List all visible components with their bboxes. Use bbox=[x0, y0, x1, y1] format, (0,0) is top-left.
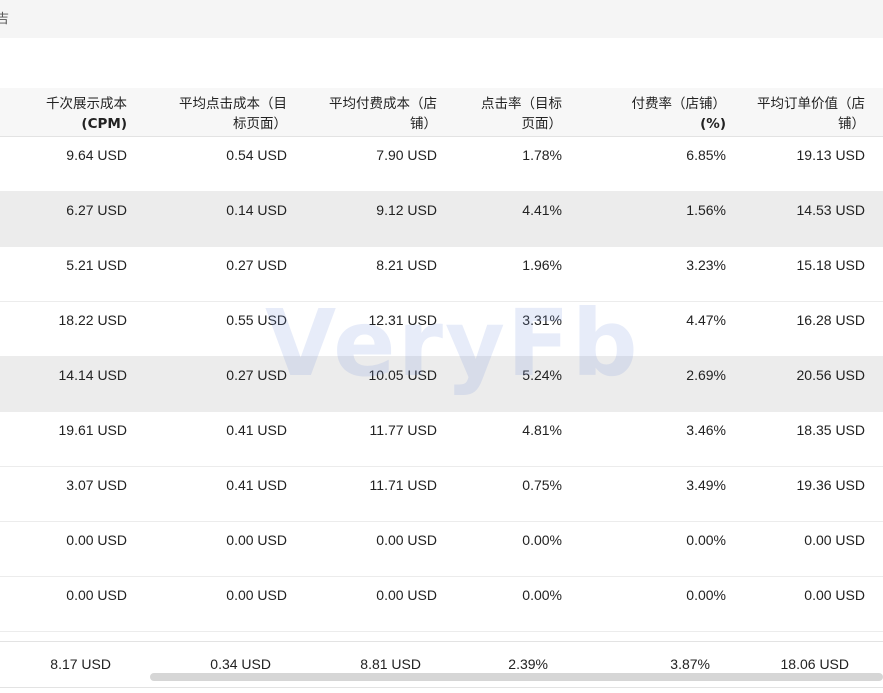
cell-ctr: 4.81% bbox=[447, 411, 576, 467]
cell-avg-cost-per-purchase: 8.21 USD bbox=[299, 246, 447, 302]
table-header-row: 千次展示成本 (CPM) 平均点击成本（目 标页面） 平均付费成本（店 铺） 点… bbox=[0, 88, 883, 137]
cell-purchase-rate: 3.23% bbox=[576, 246, 738, 302]
cell-avg-cost-per-purchase: 12.31 USD bbox=[299, 301, 447, 357]
table-row[interactable]: 0.00 USD 0.00 USD 0.00 USD 0.00% 0.00% 0… bbox=[0, 521, 883, 577]
header-label-sub: (%) bbox=[700, 116, 726, 132]
header-label: 付费率（店铺） bbox=[631, 96, 727, 112]
cell-purchase-rate: 1.56% bbox=[576, 191, 738, 247]
total-cpm: 8.17 USD bbox=[0, 640, 137, 688]
cell-purchase-rate: 2.69% bbox=[576, 356, 738, 412]
cell-avg-cost-per-purchase: 11.71 USD bbox=[299, 466, 447, 522]
cell-aov: 0.00 USD bbox=[738, 576, 883, 632]
cell-ctr: 4.41% bbox=[447, 191, 576, 247]
spacer-row bbox=[0, 631, 883, 641]
cell-aov: 14.53 USD bbox=[738, 191, 883, 247]
cell-purchase-rate: 3.46% bbox=[576, 411, 738, 467]
cell-avg-cpc: 0.55 USD bbox=[137, 301, 299, 357]
cell-avg-cpc: 0.00 USD bbox=[137, 576, 299, 632]
cell-cpm: 0.00 USD bbox=[0, 576, 137, 632]
cell-ctr: 5.24% bbox=[447, 356, 576, 412]
header-label: 平均订单价值（店 bbox=[757, 96, 865, 112]
column-header-avg-cost-per-purchase[interactable]: 平均付费成本（店 铺） bbox=[299, 88, 447, 137]
header-label: 点击率（目标 bbox=[481, 96, 562, 112]
metrics-table-container: 千次展示成本 (CPM) 平均点击成本（目 标页面） 平均付费成本（店 铺） 点… bbox=[0, 88, 883, 693]
cell-cpm: 9.64 USD bbox=[0, 136, 137, 192]
cell-purchase-rate: 0.00% bbox=[576, 576, 738, 632]
cell-ctr: 0.00% bbox=[447, 521, 576, 577]
cell-avg-cost-per-purchase: 11.77 USD bbox=[299, 411, 447, 467]
cell-cpm: 18.22 USD bbox=[0, 301, 137, 357]
cell-aov: 15.18 USD bbox=[738, 246, 883, 302]
column-header-cpm[interactable]: 千次展示成本 (CPM) bbox=[0, 88, 137, 137]
cell-avg-cpc: 0.41 USD bbox=[137, 411, 299, 467]
cell-purchase-rate: 3.49% bbox=[576, 466, 738, 522]
header-label-sub: 铺） bbox=[410, 116, 437, 132]
cell-avg-cost-per-purchase: 0.00 USD bbox=[299, 576, 447, 632]
header-label-sub: (CPM) bbox=[81, 116, 127, 132]
table-row[interactable]: 3.07 USD 0.41 USD 11.71 USD 0.75% 3.49% … bbox=[0, 466, 883, 522]
cell-avg-cpc: 0.00 USD bbox=[137, 521, 299, 577]
metrics-table: 千次展示成本 (CPM) 平均点击成本（目 标页面） 平均付费成本（店 铺） 点… bbox=[0, 88, 883, 688]
table-row[interactable]: 19.61 USD 0.41 USD 11.77 USD 4.81% 3.46%… bbox=[0, 411, 883, 467]
cell-avg-cost-per-purchase: 9.12 USD bbox=[299, 191, 447, 247]
cell-ctr: 3.31% bbox=[447, 301, 576, 357]
cell-aov: 19.13 USD bbox=[738, 136, 883, 192]
cell-aov: 0.00 USD bbox=[738, 521, 883, 577]
cell-aov: 20.56 USD bbox=[738, 356, 883, 412]
cell-cpm: 0.00 USD bbox=[0, 521, 137, 577]
cell-ctr: 1.96% bbox=[447, 246, 576, 302]
header-label-sub: 页面） bbox=[521, 116, 563, 132]
cell-avg-cpc: 0.27 USD bbox=[137, 356, 299, 412]
cell-cpm: 5.21 USD bbox=[0, 246, 137, 302]
cell-cpm: 6.27 USD bbox=[0, 191, 137, 247]
cell-cpm: 14.14 USD bbox=[0, 356, 137, 412]
cell-ctr: 1.78% bbox=[447, 136, 576, 192]
table-row[interactable]: 5.21 USD 0.27 USD 8.21 USD 1.96% 3.23% 1… bbox=[0, 246, 883, 302]
table-row[interactable]: 18.22 USD 0.55 USD 12.31 USD 3.31% 4.47%… bbox=[0, 301, 883, 357]
header-label-sub: 铺） bbox=[838, 116, 865, 132]
cell-avg-cost-per-purchase: 10.05 USD bbox=[299, 356, 447, 412]
cell-avg-cost-per-purchase: 7.90 USD bbox=[299, 136, 447, 192]
cell-cpm: 3.07 USD bbox=[0, 466, 137, 522]
header-label: 平均付费成本（店 bbox=[329, 96, 437, 112]
column-header-avg-cpc[interactable]: 平均点击成本（目 标页面） bbox=[137, 88, 299, 137]
cell-avg-cpc: 0.14 USD bbox=[137, 191, 299, 247]
cell-aov: 16.28 USD bbox=[738, 301, 883, 357]
column-header-aov[interactable]: 平均订单价值（店 铺） bbox=[738, 88, 883, 137]
column-header-purchase-rate[interactable]: 付费率（店铺） (%) bbox=[576, 88, 738, 137]
top-bar: 吉 bbox=[0, 0, 883, 38]
table-row[interactable]: 6.27 USD 0.14 USD 9.12 USD 4.41% 1.56% 1… bbox=[0, 191, 883, 247]
column-header-ctr[interactable]: 点击率（目标 页面） bbox=[447, 88, 576, 137]
cell-avg-cost-per-purchase: 0.00 USD bbox=[299, 521, 447, 577]
horizontal-scrollbar[interactable] bbox=[150, 673, 883, 681]
table-row[interactable]: 9.64 USD 0.54 USD 7.90 USD 1.78% 6.85% 1… bbox=[0, 136, 883, 192]
cell-avg-cpc: 0.27 USD bbox=[137, 246, 299, 302]
header-label: 千次展示成本 bbox=[46, 96, 127, 112]
cell-purchase-rate: 0.00% bbox=[576, 521, 738, 577]
cell-avg-cpc: 0.54 USD bbox=[137, 136, 299, 192]
header-label: 平均点击成本（目 bbox=[179, 96, 287, 112]
header-label-sub: 标页面） bbox=[233, 116, 287, 132]
table-row[interactable]: 14.14 USD 0.27 USD 10.05 USD 5.24% 2.69%… bbox=[0, 356, 883, 412]
cell-cpm: 19.61 USD bbox=[0, 411, 137, 467]
cell-ctr: 0.00% bbox=[447, 576, 576, 632]
cell-aov: 18.35 USD bbox=[738, 411, 883, 467]
cell-aov: 19.36 USD bbox=[738, 466, 883, 522]
table-row[interactable]: 0.00 USD 0.00 USD 0.00 USD 0.00% 0.00% 0… bbox=[0, 576, 883, 632]
breadcrumb: 吉 bbox=[0, 12, 10, 27]
cell-avg-cpc: 0.41 USD bbox=[137, 466, 299, 522]
cell-ctr: 0.75% bbox=[447, 466, 576, 522]
cell-purchase-rate: 4.47% bbox=[576, 301, 738, 357]
cell-purchase-rate: 6.85% bbox=[576, 136, 738, 192]
